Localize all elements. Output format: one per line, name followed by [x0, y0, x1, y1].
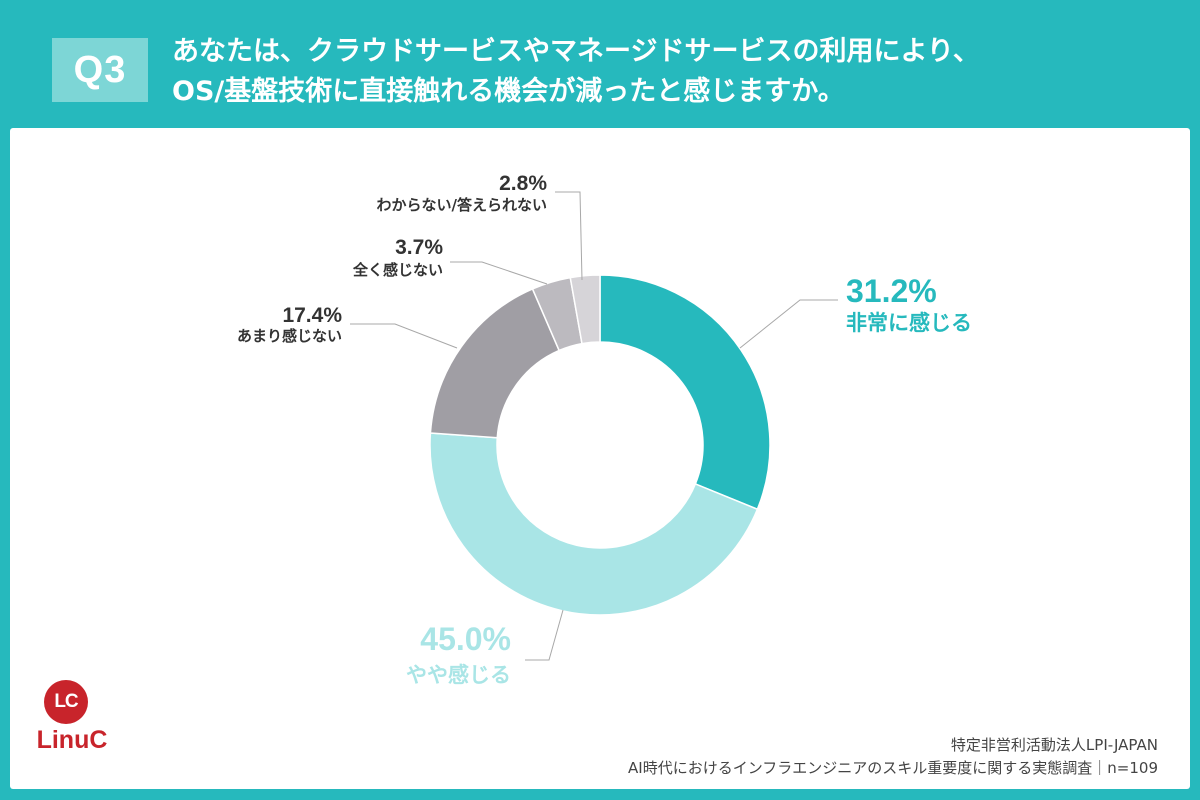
leader-line-1 — [739, 299, 838, 349]
donut-slice-3 — [429, 287, 561, 439]
slice-category-label-2: やや感じる — [406, 663, 511, 687]
slice-value-label-2: 45.0% — [420, 621, 511, 657]
leader-line-5 — [555, 191, 583, 281]
logo-name: LinuC — [36, 726, 108, 754]
donut-slice-5 — [569, 274, 601, 345]
slice-value-label-1: 31.2% — [846, 273, 937, 309]
header: Q3 あなたは、クラウドサービスやマネージドサービスの利用により、 OS/基盤技… — [0, 0, 1200, 128]
slice-value-label-3: 17.4% — [282, 304, 342, 327]
question-badge: Q3 — [52, 38, 148, 102]
slice-category-label-1: 非常に感じる — [846, 311, 972, 335]
footer-org: 特定非営利活動法人LPI-JAPAN — [950, 736, 1158, 754]
slice-category-label-3: あまり感じない — [237, 327, 342, 345]
leader-line-4 — [450, 261, 548, 285]
footer-source: AI時代におけるインフラエンジニアのスキル重要度に関する実態調査｜n=109 — [628, 759, 1158, 777]
donut-slice-1 — [599, 274, 771, 511]
question-line-1: あなたは、クラウドサービスやマネージドサービスの利用により、 — [172, 36, 980, 67]
leader-line-3 — [350, 323, 458, 349]
slice-value-label-5: 2.8% — [499, 172, 547, 195]
linuc-logo: LC LinuC — [32, 672, 112, 756]
logo-mark: LC — [44, 680, 88, 724]
slice-value-label-4: 3.7% — [395, 236, 443, 259]
slice-category-label-5: わからない/答えられない — [377, 196, 547, 214]
leader-line-2 — [525, 609, 564, 661]
chart-card — [10, 128, 1190, 789]
source-footer: 特定非営利活動法人LPI-JAPAN AI時代におけるインフラエンジニアのスキル… — [628, 734, 1158, 780]
donut-slice-2 — [429, 432, 759, 616]
question-line-2: OS/基盤技術に直接触れる機会が減ったと感じますか。 — [172, 76, 845, 107]
question-title: あなたは、クラウドサービスやマネージドサービスの利用により、 OS/基盤技術に直… — [172, 32, 1162, 112]
slice-category-label-4: 全く感じない — [352, 261, 443, 279]
